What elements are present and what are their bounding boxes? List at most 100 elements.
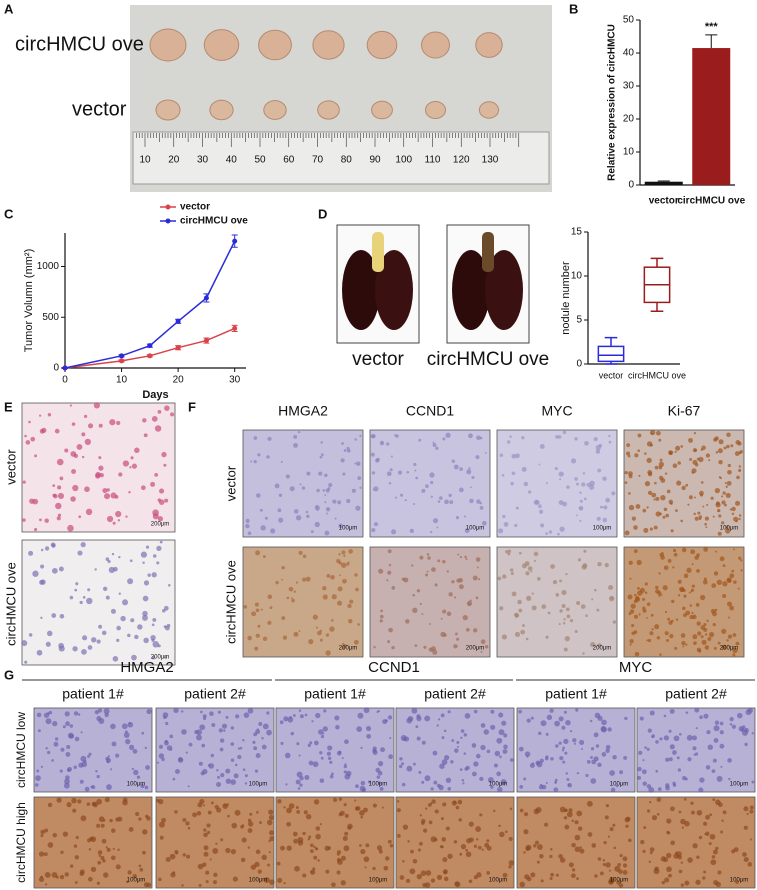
cell [418, 438, 422, 442]
cell [694, 449, 697, 452]
cell [344, 763, 347, 766]
column-label: Ki-67 [668, 403, 701, 419]
cell [205, 870, 210, 875]
cell [680, 883, 685, 887]
cell [57, 492, 65, 499]
cell [233, 773, 239, 779]
ruler-number: 120 [453, 155, 470, 166]
cell [443, 729, 447, 733]
cell [70, 496, 76, 502]
y-tick-label: 40 [623, 48, 635, 59]
cell [259, 821, 262, 824]
cell [371, 528, 376, 533]
cell [376, 845, 383, 851]
cell [286, 807, 292, 814]
cell [605, 804, 609, 808]
cell [628, 471, 633, 477]
cell [684, 595, 687, 598]
cell [667, 831, 671, 835]
cell [347, 603, 352, 609]
cell [307, 743, 312, 748]
cell [541, 604, 547, 609]
cell [671, 599, 675, 604]
cell [677, 594, 681, 597]
cell [522, 624, 525, 628]
cell [700, 481, 704, 484]
cell [266, 819, 273, 826]
cell [561, 749, 565, 752]
cell [429, 623, 431, 625]
cell [299, 483, 302, 486]
cell [688, 495, 693, 500]
cell [58, 645, 65, 652]
cell [140, 784, 145, 789]
cell [475, 455, 480, 460]
tumor [203, 29, 240, 61]
cell [56, 458, 64, 466]
cell [134, 447, 140, 454]
cell [521, 563, 527, 569]
cell [324, 530, 330, 536]
cell [241, 837, 247, 843]
cell [278, 517, 284, 523]
cell [578, 505, 584, 511]
cell [154, 425, 162, 432]
cell [545, 781, 548, 784]
cell [146, 708, 152, 715]
cell [696, 568, 700, 573]
y-axis-label: nodule number [560, 261, 572, 335]
cell [398, 470, 403, 475]
cell [525, 637, 529, 641]
cell [315, 833, 321, 840]
cell [151, 656, 156, 660]
cell [51, 872, 58, 878]
cell [319, 638, 323, 642]
cell [448, 592, 453, 597]
cell [622, 863, 628, 868]
cell [694, 707, 700, 713]
cell [60, 747, 65, 752]
cell [338, 797, 343, 801]
bar [644, 181, 683, 185]
cell [672, 463, 678, 469]
cell [164, 498, 169, 503]
cell [475, 596, 479, 600]
cell [602, 859, 606, 862]
cell [319, 778, 325, 783]
cell [425, 573, 428, 577]
cell [570, 458, 577, 464]
cell [79, 779, 84, 784]
cell [85, 508, 93, 516]
cell [509, 807, 513, 811]
cell [209, 858, 212, 861]
cell [170, 872, 176, 878]
cell [286, 821, 292, 827]
y-tick-label: 30 [623, 81, 635, 92]
cell [553, 787, 559, 793]
cell [455, 805, 460, 810]
cell [107, 755, 111, 758]
cell [605, 748, 610, 754]
cell [564, 751, 568, 755]
cell [480, 650, 483, 653]
cell [665, 757, 670, 762]
cell [388, 563, 392, 567]
cell [704, 516, 710, 521]
cell [329, 760, 333, 764]
cell [232, 876, 238, 882]
cell [213, 872, 218, 878]
cell [487, 777, 494, 783]
cell [737, 441, 742, 446]
cell [247, 818, 252, 823]
cell [313, 855, 318, 860]
cell [268, 814, 274, 821]
cell [426, 553, 430, 556]
cell [96, 798, 102, 805]
cell [223, 729, 226, 732]
cell [571, 842, 576, 848]
cell [139, 867, 144, 872]
cell [586, 760, 591, 764]
cell [291, 597, 293, 600]
cell [200, 710, 203, 714]
row-label: vector [223, 465, 238, 501]
